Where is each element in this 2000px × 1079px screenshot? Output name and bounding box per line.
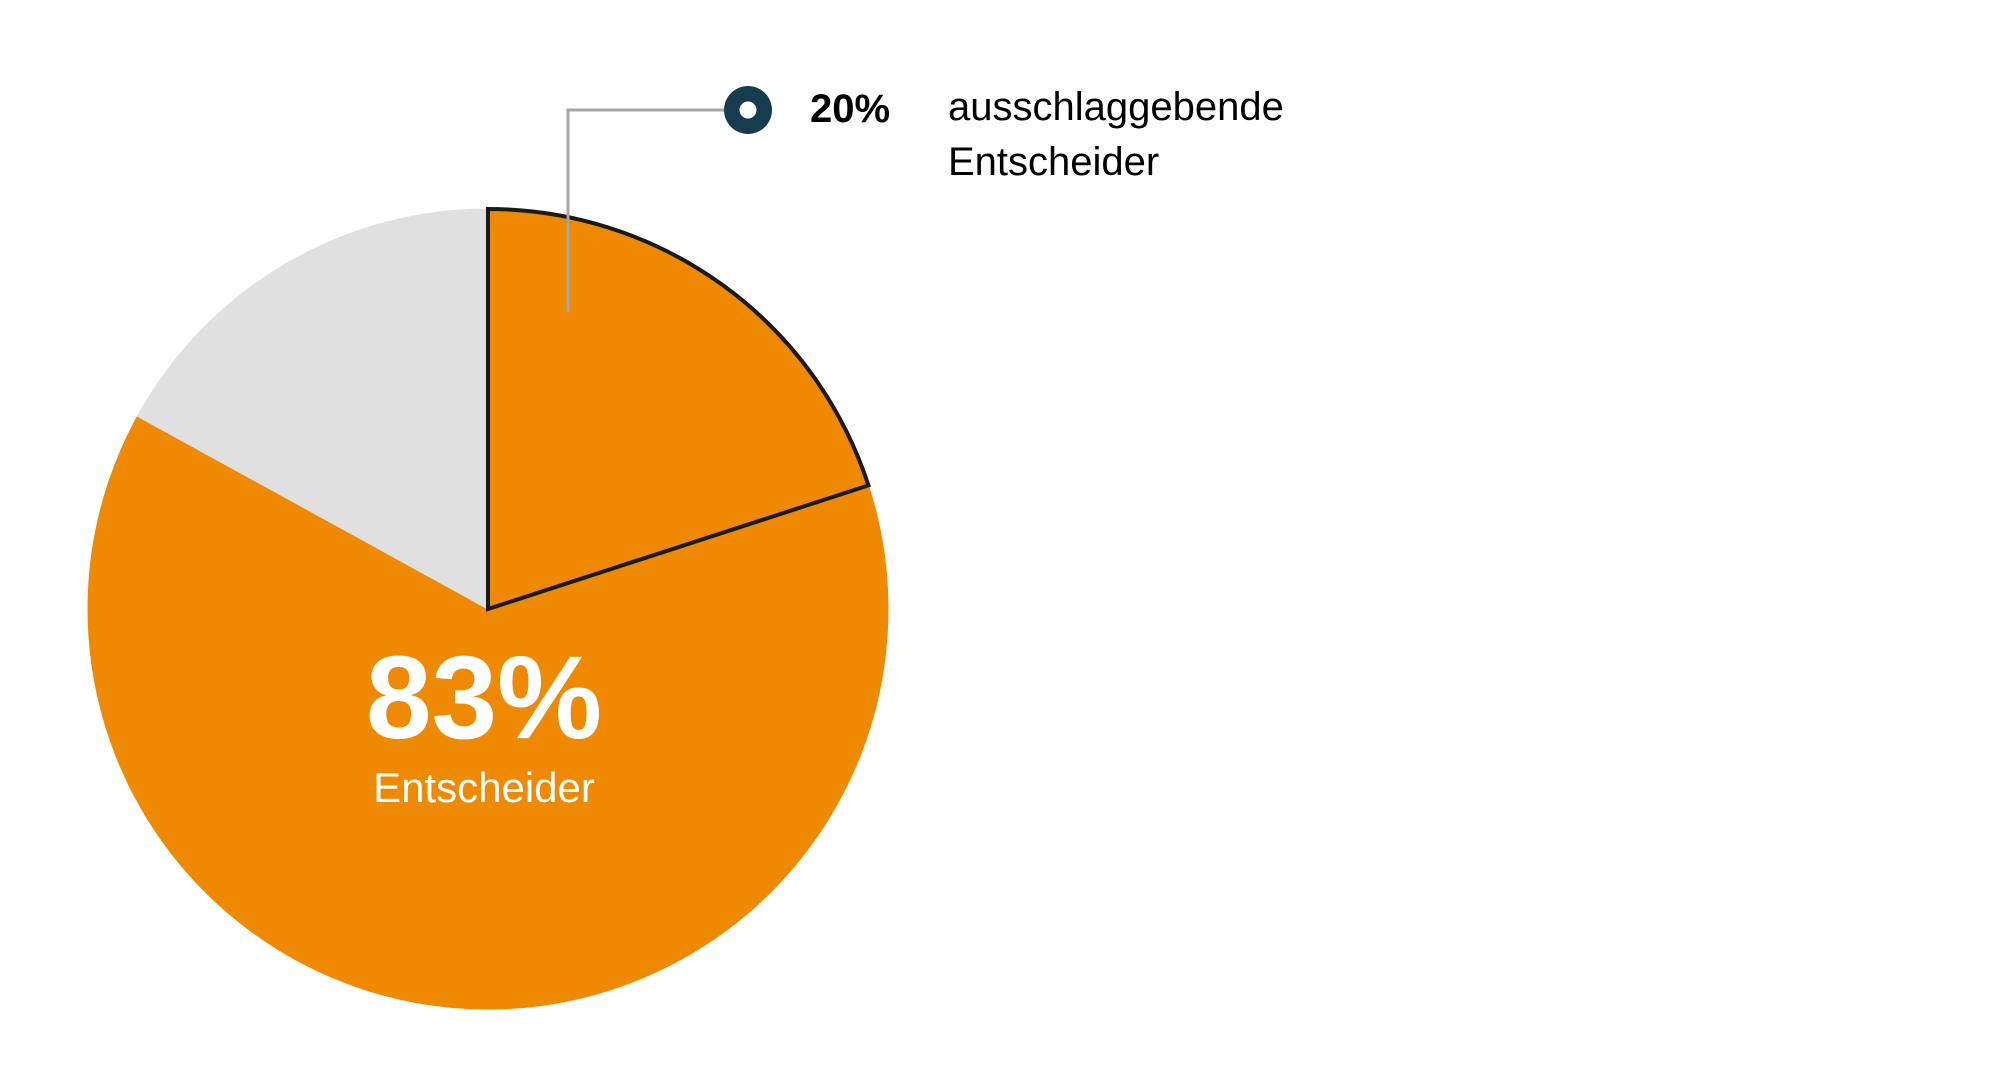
callout-label-line1: ausschlaggebende: [948, 85, 1284, 129]
center-category-label: Entscheider: [373, 764, 595, 811]
pie-slice-3: [136, 208, 489, 610]
callout-marker-center: [739, 101, 757, 119]
callout: 20% ausschlaggebende Entscheider: [566, 85, 1284, 312]
callout-label-line2: Entscheider: [948, 140, 1159, 184]
callout-percent-label: 20%: [810, 87, 890, 131]
center-label-group: 83% Entscheider: [366, 632, 602, 811]
callout-leader-line: [566, 108, 742, 312]
pie-slices: [87, 206, 889, 1010]
pie-slice-highlight-outline: [486, 206, 871, 612]
center-percent-label: 83%: [366, 632, 602, 764]
pie-slice-2: [87, 415, 889, 1010]
